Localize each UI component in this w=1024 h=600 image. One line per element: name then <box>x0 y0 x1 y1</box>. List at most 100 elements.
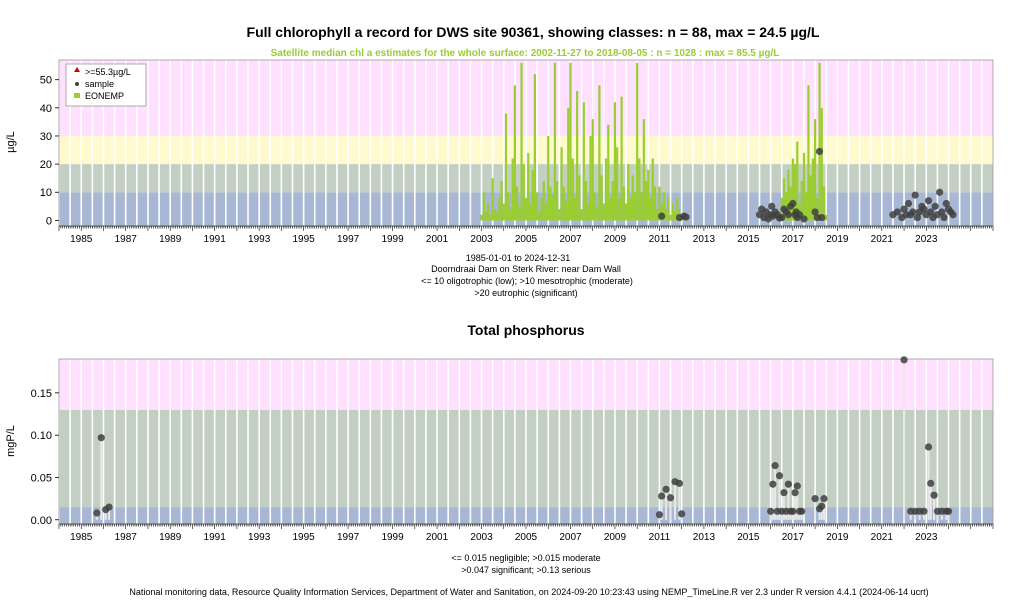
satellite-base <box>652 216 655 221</box>
x-tick-label: 1989 <box>159 532 182 543</box>
sample-point <box>791 489 799 497</box>
x-tick-label: 2005 <box>515 234 538 245</box>
x-tick-label: 1993 <box>248 234 271 245</box>
x-tick-label: 1987 <box>115 532 138 543</box>
x-tick-label: 2007 <box>559 234 582 245</box>
x-tick-label: 1993 <box>248 532 271 543</box>
satellite-base <box>621 216 624 221</box>
satellite-base <box>612 216 615 221</box>
sample-point <box>909 208 917 216</box>
satellite-base <box>561 216 564 221</box>
satellite-base <box>666 216 669 221</box>
sample-point <box>789 507 797 515</box>
satellite-base <box>599 216 602 221</box>
sample-point <box>924 197 933 205</box>
satellite-base <box>526 216 529 221</box>
satellite-base <box>628 216 631 221</box>
satellite-base <box>543 216 547 221</box>
sample-point <box>818 213 826 222</box>
satellite-base <box>637 216 640 221</box>
satellite-base <box>534 216 538 221</box>
satellite-base <box>492 216 495 221</box>
sample-point <box>930 491 938 499</box>
chl-plot-area: 0 10 20 30 40 50 1985 1987 1989 1991 1993 1995 1997 1… <box>40 59 994 245</box>
satellite-base <box>546 216 549 221</box>
y-tick-label: 0.00 <box>31 515 52 527</box>
x-tick-label: 1985 <box>70 234 93 245</box>
x-tick-label: 1989 <box>159 234 182 245</box>
sample-point <box>682 213 690 221</box>
sample-point <box>789 199 797 208</box>
satellite-base <box>488 216 491 221</box>
satellite-base <box>552 216 555 221</box>
x-tick-label: 2011 <box>649 234 671 245</box>
legend-triangle-marker <box>74 67 80 72</box>
satellite-base <box>603 216 607 221</box>
satellite-base <box>597 216 600 221</box>
sample-point <box>927 208 935 216</box>
x-tick-label: 1999 <box>381 532 404 543</box>
x-tick-label: 2015 <box>737 234 760 245</box>
satellite-base <box>606 216 609 221</box>
satellite-base <box>554 216 558 221</box>
x-tick-label: 2011 <box>649 532 671 543</box>
satellite-base <box>601 216 604 221</box>
sample-point <box>93 509 101 517</box>
sample-point <box>793 482 801 490</box>
chl-note-classes-1: <= 10 oligotrophic (low); >10 mesotrophi… <box>421 276 633 286</box>
satellite-base <box>788 216 791 221</box>
satellite-base <box>519 216 522 221</box>
satellite-base <box>508 216 511 221</box>
sample-point <box>820 495 828 503</box>
sample-point <box>938 208 946 216</box>
satellite-base <box>663 216 667 221</box>
x-tick-label: 2009 <box>604 532 627 543</box>
tp-note-classes-2: >0.047 significant; >0.13 serious <box>461 565 591 575</box>
sample-point <box>815 147 824 156</box>
satellite-base <box>808 216 811 221</box>
sample-point <box>936 188 944 196</box>
satellite-base <box>648 216 651 221</box>
x-tick-label: 2005 <box>515 532 538 543</box>
satellite-base <box>588 216 591 221</box>
sample-point <box>798 507 806 515</box>
y-tick-label: 0.10 <box>31 430 52 442</box>
sample-point <box>920 205 928 213</box>
sample-point <box>675 479 684 487</box>
satellite-base <box>481 216 484 221</box>
satellite-base <box>494 216 498 221</box>
sample-point <box>97 434 105 442</box>
satellite-base <box>532 216 535 221</box>
satellite-base <box>657 216 660 221</box>
y-tick-label: 0.15 <box>31 388 52 400</box>
satellite-base <box>510 216 513 221</box>
satellite-base <box>592 216 595 221</box>
satellite-base <box>490 216 493 221</box>
y-tick-label: 30 <box>40 131 52 143</box>
satellite-base <box>639 216 642 221</box>
sample-point <box>771 462 779 470</box>
satellite-base <box>626 216 629 221</box>
sample-point <box>944 507 953 515</box>
x-tick-label: 2023 <box>915 234 938 245</box>
satellite-base <box>670 216 673 221</box>
satellite-base <box>501 216 504 221</box>
x-tick-label: 1997 <box>337 532 360 543</box>
satellite-base <box>499 216 502 221</box>
x-tick-label: 1985 <box>70 532 93 543</box>
sample-point <box>658 212 666 220</box>
sample-point <box>940 213 948 222</box>
tp-chart-title: Total phosphorus <box>467 322 584 338</box>
sample-point <box>800 215 808 223</box>
satellite-base <box>790 216 793 221</box>
satellite-base <box>497 216 500 221</box>
satellite-base <box>572 216 575 221</box>
sample-point <box>942 199 950 208</box>
sample-point <box>818 502 826 510</box>
sample-point <box>678 510 686 518</box>
sample-point <box>784 480 793 488</box>
sample-point <box>662 485 670 493</box>
satellite-base <box>614 216 618 221</box>
satellite-base <box>632 216 635 221</box>
sample-point <box>913 213 921 222</box>
